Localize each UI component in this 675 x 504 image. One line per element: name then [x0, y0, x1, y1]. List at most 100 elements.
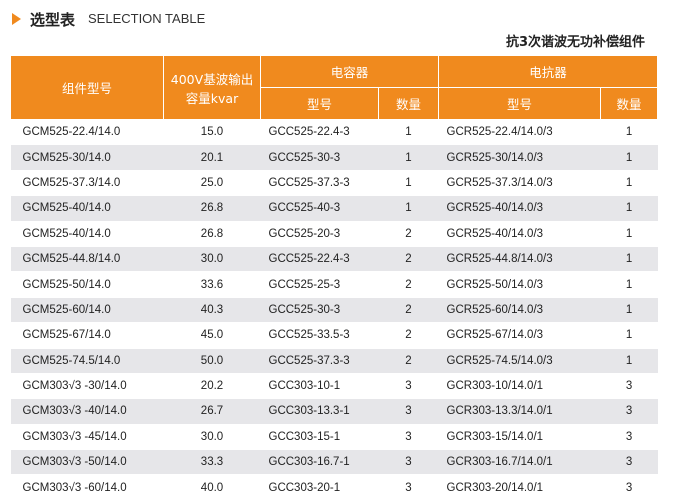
component-model: GCM525-40/14.0 — [10, 195, 164, 222]
table-row: GCM525-60/14.0 40.3 GCC525-30-3 2 GCR525-60/… — [10, 297, 658, 324]
reactor-model: GCR303-10/14.0/1 — [438, 373, 601, 400]
capacitor-model: GCC303-16.7-1 — [260, 449, 379, 476]
capacitor-qty: 3 — [378, 474, 439, 501]
capacity: 30.0 — [163, 246, 261, 273]
table-row: GCM525-74.5/14.0 50.0 GCC525-37.3-3 2 GCR525… — [10, 348, 658, 374]
component-model: GCM303√3 -45/14.0 — [10, 424, 164, 451]
capacity: 40.0 — [163, 474, 261, 501]
capacity: 25.0 — [163, 170, 261, 197]
capacity: 33.3 — [163, 449, 261, 476]
table-row: GCM525-40/14.0 26.8 GCC525-40-3 1 GCR525-40/… — [10, 195, 658, 222]
reactor-qty: 3 — [600, 474, 658, 501]
capacity: 40.3 — [163, 297, 261, 324]
reactor-qty: 1 — [600, 221, 658, 247]
reactor-qty: 3 — [600, 398, 658, 425]
reactor-model: GCR525-67/14.0/3 — [438, 322, 601, 349]
column-header: 组件型号 — [10, 55, 164, 120]
capacitor-model: GCC525-22.4-3 — [260, 246, 379, 273]
capacitor-qty: 1 — [378, 170, 439, 197]
capacitor-model: GCC525-30-3 — [260, 297, 379, 324]
component-model: GCM525-37.3/14.0 — [10, 170, 164, 197]
reactor-qty: 1 — [600, 144, 658, 171]
reactor-qty: 3 — [600, 424, 658, 451]
reactor-qty: 1 — [600, 322, 658, 349]
capacitor-model: GCC303-10-1 — [260, 373, 379, 400]
capacitor-qty: 2 — [378, 348, 439, 374]
reactor-qty: 1 — [600, 246, 658, 273]
reactor-qty: 1 — [600, 297, 658, 324]
title: 选型表 — [30, 11, 76, 29]
title-icon — [12, 13, 21, 25]
column-header: 型号 — [260, 87, 379, 120]
reactor-model: GCR525-22.4/14.0/3 — [438, 119, 601, 146]
capacitor-qty: 2 — [378, 322, 439, 349]
reactor-qty: 1 — [600, 170, 658, 197]
reactor-model: GCR525-40/14.0/3 — [438, 195, 601, 222]
table-row: GCM525-44.8/14.0 30.0 GCC525-22.4-3 2 GCR525… — [10, 246, 658, 273]
component-model: GCM525-50/14.0 — [10, 271, 164, 298]
component-model: GCM525-74.5/14.0 — [10, 348, 164, 374]
table-body: GCM525-22.4/14.0 15.0 GCC525-22.4-3 1 GCR525… — [10, 119, 658, 501]
reactor-qty: 1 — [600, 271, 658, 298]
reactor-qty: 1 — [600, 348, 658, 374]
component-model: GCM303√3 -50/14.0 — [10, 449, 164, 476]
capacitor-model: GCC525-30-3 — [260, 144, 379, 171]
capacity: 20.1 — [163, 144, 261, 171]
capacitor-model: GCC525-25-3 — [260, 271, 379, 298]
table-row: GCM525-22.4/14.0 15.0 GCC525-22.4-3 1 GCR525… — [10, 119, 658, 146]
column-header: 型号 — [438, 87, 602, 120]
capacitor-qty: 3 — [378, 373, 439, 400]
reactor-model: GCR525-40/14.0/3 — [438, 221, 601, 247]
reactor-model: GCR303-13.3/14.0/1 — [438, 398, 601, 425]
capacitor-qty: 3 — [378, 449, 439, 476]
reactor-model: GCR303-15/14.0/1 — [438, 424, 601, 451]
capacitor-qty: 2 — [378, 246, 439, 273]
table-row: GCM303√3 -60/14.0 40.0 GCC303-20-1 3 GCR303-… — [10, 474, 658, 501]
component-model: GCM525-22.4/14.0 — [10, 119, 164, 146]
capacity: 33.6 — [163, 271, 261, 298]
capacitor-model: GCC525-40-3 — [260, 195, 379, 222]
reactor-model: GCR525-60/14.0/3 — [438, 297, 601, 324]
capacity: 45.0 — [163, 322, 261, 349]
capacitor-model: GCC303-20-1 — [260, 474, 379, 501]
capacitor-qty: 3 — [378, 424, 439, 451]
capacitor-qty: 2 — [378, 271, 439, 298]
table-row: GCM525-30/14.0 20.1 GCC525-30-3 1 GCR525-30/… — [10, 144, 658, 171]
table-row: GCM303√3 -30/14.0 20.2 GCC303-10-1 3 GCR303-… — [10, 373, 658, 400]
table-row: GCM303√3 -50/14.0 33.3 GCC303-16.7-1 3 GCR30… — [10, 449, 658, 476]
capacity: 26.8 — [163, 221, 261, 247]
capacity: 26.8 — [163, 195, 261, 222]
group-header: 电容器 — [259, 55, 440, 88]
component-model: GCM303√3 -60/14.0 — [10, 474, 164, 501]
capacity: 50.0 — [163, 348, 261, 374]
capacitor-model: GCC525-22.4-3 — [260, 119, 379, 146]
capacitor-model: GCC303-15-1 — [260, 424, 379, 451]
group-header: 电抗器 — [438, 55, 659, 88]
reactor-model: GCR525-74.5/14.0/3 — [438, 348, 601, 374]
column-header: 数量 — [377, 87, 440, 120]
table-row: GCM525-40/14.0 26.8 GCC525-20-3 2 GCR525-40/… — [10, 221, 658, 247]
capacitor-qty: 2 — [378, 221, 439, 247]
capacitor-qty: 3 — [378, 398, 439, 425]
reactor-model: GCR525-30/14.0/3 — [438, 144, 601, 171]
caption: 抗3次谐波无功补偿组件 — [505, 35, 645, 50]
component-model: GCM525-44.8/14.0 — [10, 246, 164, 273]
capacitor-model: GCC525-20-3 — [260, 221, 379, 247]
capacity: 26.7 — [163, 398, 261, 425]
reactor-qty: 3 — [600, 373, 658, 400]
reactor-qty: 3 — [600, 449, 658, 476]
table-row: GCM303√3 -40/14.0 26.7 GCC303-13.3-1 3 GCR30… — [10, 398, 658, 425]
capacitor-qty: 1 — [378, 144, 439, 171]
capacity: 15.0 — [163, 119, 261, 146]
component-model: GCM525-40/14.0 — [10, 221, 164, 247]
capacity: 20.2 — [163, 373, 261, 400]
selection-table: 组件型号 400V基波输出容量kvar 电容器 电抗器 型号 数量 型号 数量 … — [10, 55, 659, 501]
capacitor-model: GCC525-37.3-3 — [260, 348, 379, 374]
reactor-model: GCR525-37.3/14.0/3 — [438, 170, 601, 197]
reactor-model: GCR525-44.8/14.0/3 — [438, 246, 601, 273]
capacity: 30.0 — [163, 424, 261, 451]
reactor-qty: 1 — [600, 195, 658, 222]
reactor-model: GCR303-16.7/14.0/1 — [438, 449, 601, 476]
reactor-qty: 1 — [600, 119, 658, 146]
